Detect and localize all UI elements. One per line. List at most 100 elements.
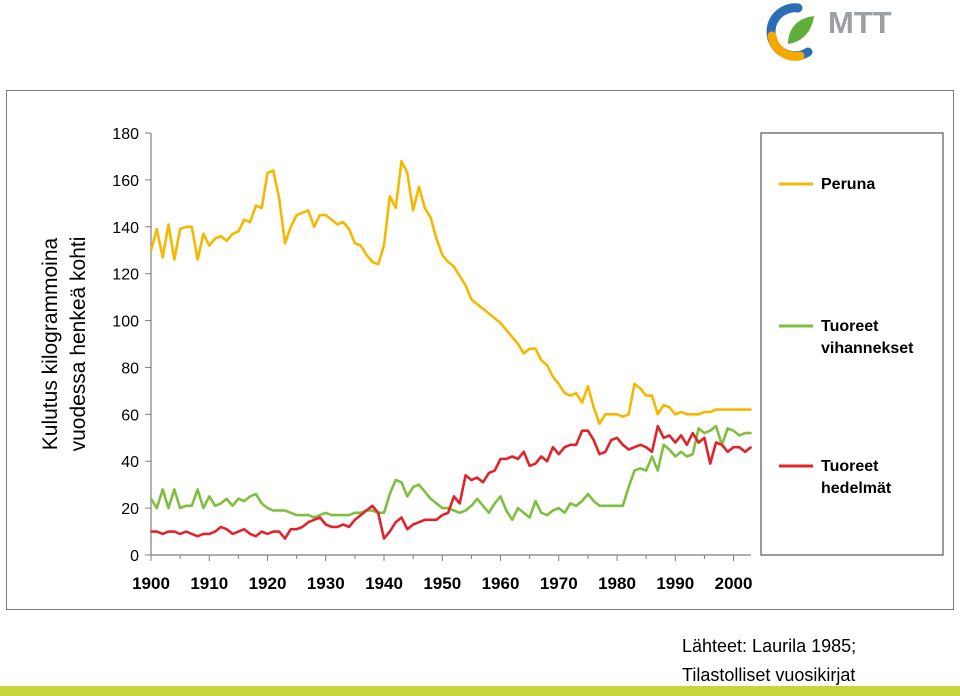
data-point [231,232,234,235]
y-tick-label: 160 [112,173,139,190]
data-point [295,214,298,216]
data-point [575,504,578,507]
data-point [604,413,607,416]
data-point [190,533,193,535]
data-point [540,455,543,458]
data-point [453,265,455,268]
data-point [295,514,298,517]
chart-frame: Kulutus kilogrammoina vuodessa henkeä koh… [6,90,954,610]
data-point [371,504,374,507]
data-point [289,225,292,228]
data-point [435,518,438,521]
data-point [575,392,578,395]
data-point [453,495,455,498]
data-point [732,446,735,449]
data-point [394,521,397,524]
data-point [196,488,199,491]
data-point [651,394,653,397]
data-point [429,518,432,521]
data-point [517,457,519,460]
data-point [487,312,490,315]
data-point [651,455,653,458]
data-point [505,457,508,460]
x-tick-label: 1940 [365,574,403,593]
data-point [744,450,747,453]
data-point [598,422,601,425]
data-point [709,462,712,465]
data-point [301,211,304,214]
data-point [668,406,671,409]
legend-label: hedelmät [821,480,892,497]
data-point [377,511,380,514]
data-point [272,530,275,533]
data-point [173,258,176,261]
data-point [278,509,281,512]
data-point [284,242,286,245]
data-point [726,427,729,430]
x-tick-label: 1960 [482,574,520,593]
data-point [557,453,560,456]
data-point [307,521,310,524]
data-point [214,504,216,507]
data-point [493,469,496,472]
data-point [557,507,560,510]
data-point [662,436,665,439]
data-point [284,537,286,540]
data-point [750,432,752,434]
data-point [720,408,723,411]
data-point [342,523,345,526]
data-point [627,486,630,488]
data-point [715,408,717,411]
data-point [155,507,158,510]
data-point [505,329,508,331]
data-point [383,537,385,540]
data-point [511,336,514,338]
y-axis: 0 20 40 60 80 100 120 140 160 180 [112,126,152,565]
series-line-3 [151,424,752,540]
data-point [406,495,409,498]
data-point [161,488,164,491]
data-point [342,514,345,517]
data-point [522,450,525,453]
data-point [254,493,257,495]
data-point [656,413,659,416]
data-point [383,244,385,247]
data-point [458,275,461,277]
data-point [289,528,292,531]
data-point [697,427,700,430]
data-point [348,228,350,231]
data-point [225,497,228,500]
logo-leaf-icon [788,16,814,44]
data-point [225,528,228,531]
x-tick-label: 1980 [598,574,636,593]
data-point [388,493,391,495]
data-point [418,186,420,188]
data-point [633,469,636,472]
data-point [482,307,484,310]
data-point [406,171,409,174]
data-point [313,225,316,228]
data-point [423,207,426,209]
data-point [371,261,374,263]
data-point [324,511,327,514]
data-point [738,434,741,437]
data-point [534,500,537,502]
logo-text: MTT [828,5,892,40]
data-point [388,195,391,198]
data-point [656,425,659,427]
y-tick-label: 0 [130,548,139,565]
data-point [534,347,537,350]
data-point [289,511,292,514]
data-point [173,488,176,491]
data-point [482,481,484,484]
series-lines [149,159,752,540]
data-point [353,242,356,245]
data-point [639,443,642,446]
data-point [575,443,578,446]
data-point [586,429,589,432]
data-point [453,509,455,512]
data-point [260,502,263,505]
data-point [272,509,275,512]
data-point [592,439,595,442]
data-point [301,514,304,517]
